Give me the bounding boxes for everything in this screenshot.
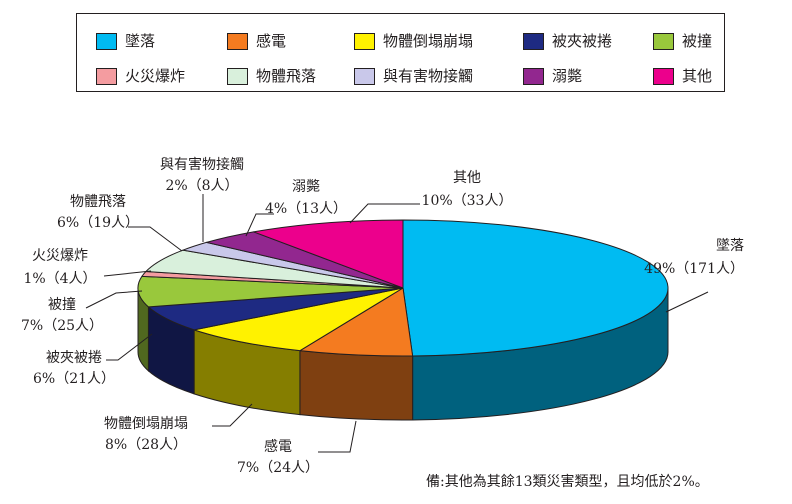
legend-swatch: [96, 33, 117, 50]
pie-slice-side: [299, 350, 414, 421]
slice-label: 物體倒塌崩塌: [104, 416, 188, 432]
legend-swatch: [653, 33, 674, 50]
slice-value-label: 10%（33人）: [422, 193, 513, 209]
leader-line: [349, 203, 420, 224]
legend-label: 被夾被捲: [552, 32, 613, 50]
legend-label: 物體飛落: [256, 67, 317, 85]
slice-value-label: 8%（28人）: [105, 437, 187, 453]
legend-label: 其他: [682, 67, 713, 85]
legend-swatch: [354, 68, 375, 85]
slice-value-label: 2%（8人）: [165, 178, 238, 194]
slice-label: 與有害物接觸: [160, 156, 244, 173]
legend-label: 被撞: [682, 32, 713, 50]
legend-swatch: [227, 33, 248, 50]
slice-label: 被撞: [48, 297, 76, 313]
data-labels: 墜落 49%（171人） 感電 7%（24人） 物體倒塌崩塌 8%（28人） 被夾被捲 6%（…: [21, 156, 744, 476]
legend-label: 物體倒塌崩塌: [383, 32, 474, 50]
slice-value-label: 4%（13人）: [265, 201, 347, 217]
slice-label: 溺斃: [292, 179, 320, 195]
footnote: 備:其他為其餘13類災害類型，且均低於2%。: [426, 474, 709, 490]
chart-legend: 墜落 感電 物體倒塌崩塌 被夾被捲 被撞火災爆炸 物體飛落 與有害物接觸 溺斃 其他: [76, 13, 725, 92]
slice-value-label: 6%（21人）: [33, 371, 115, 387]
leader-line: [128, 226, 183, 252]
pie-slice: [402, 219, 669, 357]
slice-label: 火災爆炸: [32, 248, 88, 264]
leader-line: [245, 213, 274, 237]
legend-swatch: [523, 68, 544, 85]
legend-label: 墜落: [125, 32, 156, 50]
legend-swatch: [653, 68, 674, 85]
legend-swatch: [96, 68, 117, 85]
slice-value-label: 7%（24人）: [237, 460, 319, 476]
legend-label: 溺斃: [552, 67, 583, 85]
slice-label: 墜落: [716, 238, 744, 254]
legend-swatch: [523, 33, 544, 50]
pie-top: [137, 219, 669, 357]
pie-slice: [253, 219, 404, 289]
pie-slice: [193, 287, 404, 352]
leader-line: [212, 403, 253, 427]
slice-value-label: 1%（4人）: [23, 271, 96, 287]
slice-label: 其他: [453, 170, 481, 186]
pie-slice: [299, 287, 414, 357]
legend-label: 與有害物接觸: [383, 67, 474, 85]
leader-line: [665, 291, 709, 313]
slice-label: 物體飛落: [70, 194, 126, 210]
leader-line: [318, 420, 357, 453]
slice-value-label: 7%（25人）: [21, 318, 103, 334]
legend-swatch: [227, 68, 248, 85]
leader-lines: [85, 194, 709, 453]
slice-label: 感電: [264, 438, 292, 455]
pie-sides: [137, 287, 669, 421]
slice-value-label: 6%（19人）: [57, 215, 139, 231]
legend-label: 火災爆炸: [125, 67, 186, 85]
slice-label: 被夾被捲: [46, 350, 102, 366]
leader-line: [106, 333, 153, 361]
leader-line: [103, 270, 152, 277]
legend-swatch: [354, 33, 375, 50]
slice-value-label: 49%（171人）: [644, 261, 744, 277]
leader-line: [85, 290, 143, 309]
legend-label: 感電: [256, 32, 287, 50]
